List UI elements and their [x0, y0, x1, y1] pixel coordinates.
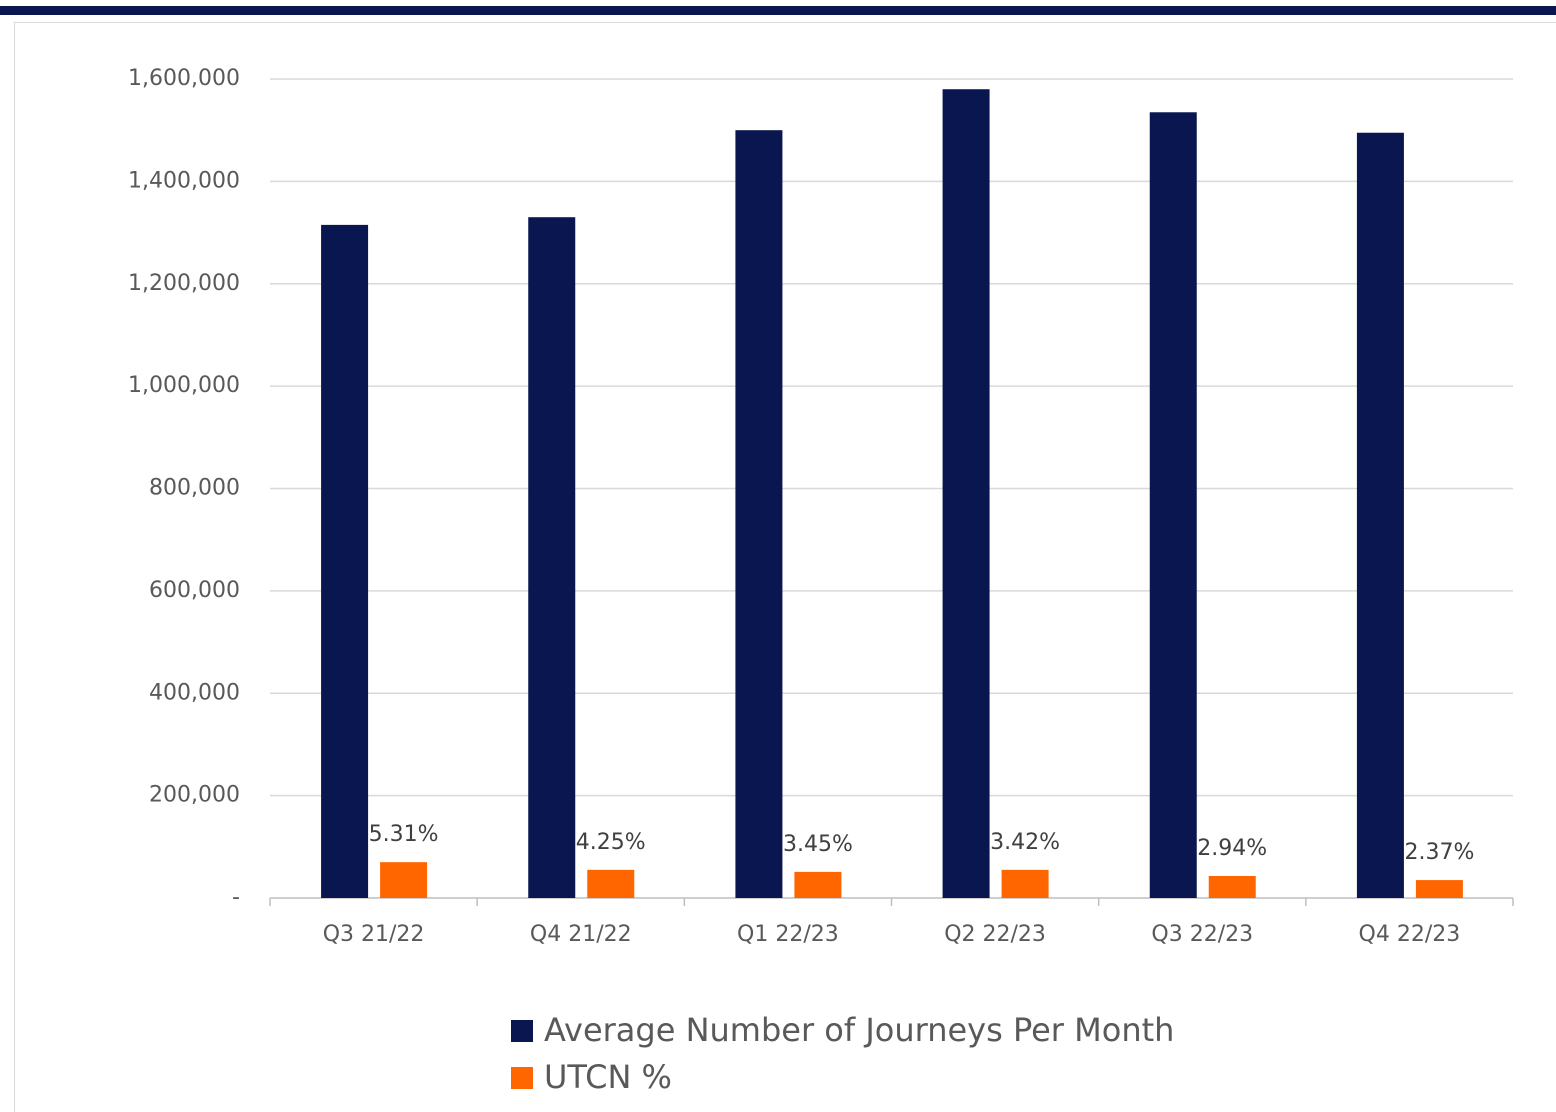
legend-swatch	[511, 1067, 533, 1089]
x-tick-label: Q3 21/22	[323, 922, 425, 947]
bar	[942, 89, 990, 899]
y-tick-label: 1,200,000	[128, 271, 240, 296]
bar	[1208, 875, 1256, 898]
bar	[528, 217, 576, 899]
bar	[794, 871, 842, 898]
bar	[1001, 869, 1049, 898]
bar	[380, 862, 428, 898]
banner-top	[0, 0, 1556, 8]
bar	[1149, 112, 1197, 899]
bar	[1356, 132, 1404, 898]
data-label: 2.37%	[1404, 840, 1474, 865]
legend-label: Average Number of Journeys Per Month	[544, 1011, 1174, 1049]
y-tick-label: 800,000	[149, 476, 240, 501]
data-label: 3.45%	[783, 832, 853, 857]
y-tick-label: 1,600,000	[128, 66, 240, 91]
bar	[1415, 880, 1463, 898]
y-tick-label: 400,000	[149, 680, 240, 705]
data-label: 4.25%	[576, 830, 646, 855]
y-tick-label: 600,000	[149, 578, 240, 603]
y-tick-label: 1,000,000	[128, 373, 240, 398]
x-tick-label: Q1 22/23	[737, 922, 839, 947]
chart-frame	[14, 22, 1556, 1112]
legend-swatch	[511, 1020, 533, 1042]
x-tick-label: Q3 22/23	[1151, 922, 1253, 947]
bar	[735, 130, 783, 898]
data-label: 2.94%	[1197, 836, 1267, 861]
bar	[587, 869, 635, 898]
x-tick-label: Q4 22/23	[1359, 922, 1461, 947]
bar	[321, 224, 369, 898]
legend-label: UTCN %	[544, 1058, 672, 1096]
x-tick-label: Q4 21/22	[530, 922, 632, 947]
data-label: 5.31%	[369, 822, 439, 847]
y-tick-label: -	[232, 885, 240, 910]
x-tick-label: Q2 22/23	[944, 922, 1046, 947]
banner	[0, 6, 1556, 15]
data-label: 3.42%	[990, 830, 1060, 855]
y-tick-label: 1,400,000	[128, 168, 240, 193]
y-tick-label: 200,000	[149, 783, 240, 808]
